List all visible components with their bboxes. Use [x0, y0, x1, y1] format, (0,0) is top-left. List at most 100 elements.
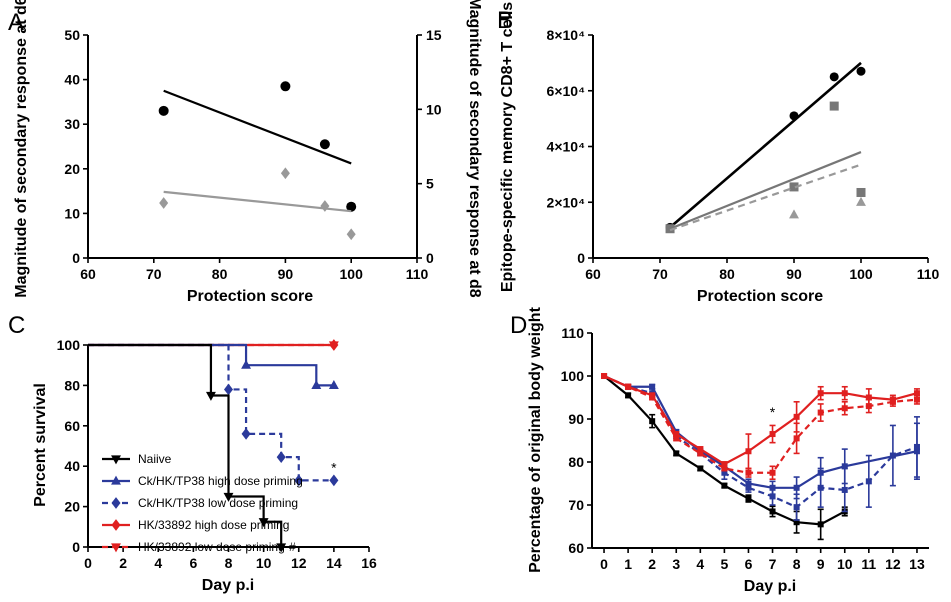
panel-a-y-tick-label: 0 — [72, 250, 80, 266]
panel-a-y-tick-label: 50 — [64, 27, 80, 43]
panel-b-point-0 — [789, 111, 799, 121]
panel-d-point-1 — [793, 484, 800, 491]
panel-d-point-3 — [673, 431, 680, 438]
panel-d-point-3 — [721, 461, 728, 468]
panel-d-point-2 — [913, 443, 920, 450]
panel-b-ylabel: Epitope-specific memory CD8+ T cells — [499, 2, 516, 292]
panel-d-point-0 — [625, 392, 632, 399]
panel-letter-b: B — [497, 7, 513, 34]
panel-a-point-1 — [159, 197, 169, 209]
legend-marker-3 — [111, 519, 121, 531]
panel-d-y-tick-label: 100 — [561, 368, 585, 384]
panel-d-point-2 — [889, 452, 896, 459]
panel-b-fit-line-2 — [669, 163, 862, 232]
panel-c-x-tick-label: 12 — [291, 555, 307, 571]
panel-d-x-tick-label: 13 — [909, 556, 925, 572]
legend-marker-1 — [111, 475, 121, 485]
panel-d-point-0 — [817, 521, 824, 528]
panel-b-y-tick-label: 6×10⁴ — [547, 83, 586, 99]
panel-d-ylabel: Percentage of original body weight — [527, 306, 544, 572]
panel-d-point-3 — [913, 390, 920, 397]
panel-b-point-1 — [665, 224, 675, 234]
panel-c-point-2 — [294, 474, 304, 487]
panel-d-point-0 — [769, 508, 776, 515]
panel-d-point-2 — [793, 504, 800, 511]
panel-c-x-tick-label: 0 — [84, 555, 92, 571]
panel-d-point-0 — [697, 465, 704, 472]
panel-d-point-4 — [889, 398, 896, 405]
panel-c-x-tick-label: 14 — [326, 555, 342, 571]
panel-c-y-tick-label: 60 — [64, 418, 80, 434]
panel-b-y-tick-label: 0 — [577, 250, 585, 266]
legend-label-3: HK/33892 high dose priming — [138, 518, 289, 532]
legend-label-0: Naiive — [138, 452, 172, 466]
panel-c-xlabel: Day p.i — [202, 577, 254, 594]
panel-a-fit-line-1 — [163, 190, 352, 213]
panel-a-y-tick-label: 20 — [64, 161, 80, 177]
panel-a-x-tick-label: 110 — [406, 266, 429, 282]
panel-a-x-tick-label: 90 — [278, 266, 294, 282]
panel-b-point-0 — [856, 66, 866, 76]
panel-c-y-tick-label: 80 — [64, 377, 80, 393]
panel-d-point-4 — [649, 394, 656, 401]
panel-a-y2-tick-label: 5 — [426, 176, 434, 192]
panel-c-x-tick-label: 8 — [225, 555, 233, 571]
panel-c-y-tick-label: 0 — [72, 539, 80, 555]
panel-b-y-tick-label: 8×10⁴ — [547, 27, 586, 43]
panel-a-ylabel: Magnitude of secondary response at d6 — [13, 0, 30, 298]
panel-d-point-4 — [913, 396, 920, 403]
panel-a-point-1 — [320, 200, 330, 212]
panel-d-series-line-1 — [603, 374, 918, 489]
panel-a-point-0 — [158, 105, 169, 116]
panel-d-point-2 — [841, 486, 848, 493]
panel-d-point-2 — [721, 469, 728, 476]
legend-label-4: HK/33892 low dose priming — [138, 540, 285, 554]
panel-d-y-tick-label: 60 — [568, 540, 584, 556]
panel-a-y-tick-label: 30 — [64, 116, 80, 132]
panel-d-point-4 — [769, 469, 776, 476]
panel-d-y-tick-label: 70 — [568, 497, 584, 513]
panel-a-point-0 — [346, 201, 357, 212]
panel-d-x-tick-label: 2 — [648, 556, 656, 572]
panel-b-x-tick-label: 110 — [917, 266, 940, 282]
panel-d-point-4 — [865, 403, 872, 410]
panel-d-series-line-4 — [603, 374, 918, 474]
panel-a-point-1 — [346, 228, 356, 241]
panel-c-series-line-0 — [88, 343, 283, 547]
panel-d-point-3 — [745, 448, 752, 455]
panel-d-x-tick-label: 4 — [696, 556, 704, 572]
panel-d-point-4 — [817, 409, 824, 416]
panel-d-point-2 — [865, 478, 872, 485]
panel-c-x-tick-label: 10 — [256, 555, 272, 571]
panel-a-y2-tick-label: 10 — [426, 101, 442, 117]
panel-c-y-tick-label: 20 — [64, 499, 80, 515]
legend-label-1: Ck/HK/TP38 high dose priming — [138, 474, 303, 488]
panel-d-point-4 — [793, 435, 800, 442]
panel-c-point-2 — [241, 428, 251, 440]
panel-d-y-tick-label: 90 — [568, 411, 584, 427]
panel-d-x-tick-label: 6 — [745, 556, 753, 572]
panel-d-x-tick-label: 9 — [817, 556, 825, 572]
panel-d-point-3 — [865, 394, 872, 401]
panel-d-point-0 — [649, 418, 656, 425]
panel-a-point-0 — [319, 139, 330, 150]
panel-d-point-0 — [673, 450, 680, 457]
panel-d-x-tick-label: 10 — [837, 556, 853, 572]
panel-d-point-3 — [841, 390, 848, 397]
panel-d-point-4 — [841, 405, 848, 412]
panel-d-point-2 — [769, 493, 776, 500]
panel-c: 0 2 4 6 8 10 12 14 16 0 20 40 60 80 100 * Naiive Ck/HK/TP… — [57, 337, 377, 571]
legend-significance-mark: # — [289, 540, 296, 554]
panel-a-y2-tick-label: 0 — [426, 250, 434, 266]
panel-d-point-1 — [841, 463, 848, 470]
legend-marker-2 — [111, 497, 121, 509]
panel-a-x-tick-label: 80 — [212, 266, 228, 282]
panel-a-xlabel: Protection score — [187, 288, 313, 305]
panel-c-ylabel: Percent survival — [32, 383, 49, 507]
panel-b-x-tick-label: 90 — [786, 266, 802, 282]
panel-c-significance-mark: * — [331, 459, 337, 475]
panel-c-point-2 — [329, 474, 339, 487]
panel-a-y-tick-label: 40 — [64, 72, 80, 88]
